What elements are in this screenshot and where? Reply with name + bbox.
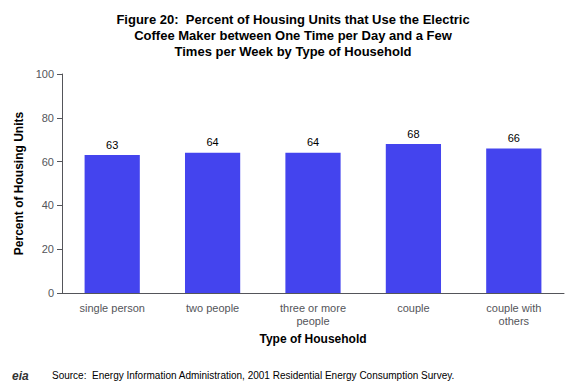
svg-text:100: 100 <box>36 68 54 80</box>
svg-text:60: 60 <box>42 156 54 168</box>
svg-text:couple: couple <box>397 302 429 314</box>
svg-text:others: others <box>499 315 530 327</box>
svg-text:Times per Week by Type of Hous: Times per Week by Type of Household <box>175 44 412 59</box>
svg-text:Percent of Housing Units: Percent of Housing Units <box>12 112 26 256</box>
svg-text:63: 63 <box>106 139 118 151</box>
svg-text:68: 68 <box>407 128 419 140</box>
svg-text:80: 80 <box>42 112 54 124</box>
svg-text:64: 64 <box>307 136 319 148</box>
svg-text:three or more: three or more <box>280 302 346 314</box>
svg-text:people: people <box>296 315 329 327</box>
svg-text:Source: Energy Information Ad: Source: Energy Information Administratio… <box>52 370 454 381</box>
svg-text:64: 64 <box>206 136 218 148</box>
svg-text:Figure 20: Percent of Housing: Figure 20: Percent of Housing Units that… <box>116 12 469 27</box>
svg-text:66: 66 <box>508 132 520 144</box>
svg-text:eia: eia <box>12 369 29 383</box>
svg-text:0: 0 <box>48 287 54 299</box>
svg-text:two people: two people <box>186 302 239 314</box>
svg-text:single person: single person <box>79 302 144 314</box>
svg-text:20: 20 <box>42 243 54 255</box>
svg-text:40: 40 <box>42 199 54 211</box>
svg-text:Type of Household: Type of Household <box>259 332 366 346</box>
svg-text:Coffee Maker between One Time: Coffee Maker between One Time per Day an… <box>134 28 453 43</box>
svg-text:couple with: couple with <box>486 302 541 314</box>
